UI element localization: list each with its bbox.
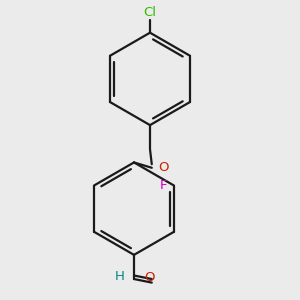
Text: O: O	[145, 271, 155, 284]
Text: H: H	[115, 270, 125, 283]
Text: Cl: Cl	[143, 6, 157, 19]
Text: O: O	[158, 161, 169, 174]
Text: F: F	[160, 179, 168, 192]
